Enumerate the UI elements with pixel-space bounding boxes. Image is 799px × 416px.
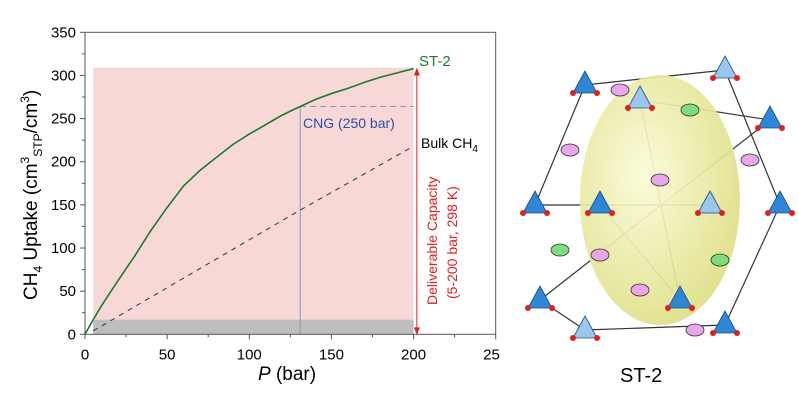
oxygen-atom (594, 90, 600, 96)
oxygen-atom (710, 330, 716, 336)
metal-cluster-icon (697, 190, 723, 214)
metal-cluster-icon (527, 285, 553, 309)
aromatic-ring-icon (650, 173, 670, 187)
uptake-chart: 0 50 100 150 200 250 0 50 100 150 200 250 300 350 ST-… (18, 24, 500, 385)
series-st-2 (84, 67, 414, 335)
bulk-label: Bulk CH4 (421, 135, 478, 155)
y-tick-label: 50 (59, 283, 76, 300)
oxygen-atom (525, 305, 531, 311)
metal-cluster-icon (767, 190, 793, 214)
x-tick-label: 100 (237, 346, 262, 363)
y-tick-label: 200 (51, 154, 76, 171)
metal-cluster-icon (572, 315, 598, 339)
linker-bond (724, 204, 781, 326)
x-tick-label: 150 (319, 346, 344, 363)
oxygen-atom (609, 210, 615, 216)
oxygen-atom (719, 210, 725, 216)
aromatic-ring-icon (740, 153, 760, 167)
pore-cavity (580, 75, 740, 325)
deliverable-region (93, 67, 414, 335)
oxygen-atom (765, 210, 771, 216)
aromatic-ring-icon (680, 103, 700, 117)
y-tick-label: 300 (51, 67, 76, 84)
oxygen-atom (755, 125, 761, 131)
st2-label: ST-2 (419, 53, 451, 70)
oxygen-atom (520, 210, 526, 216)
metal-cluster-icon (572, 70, 598, 94)
metal-cluster-icon (587, 190, 613, 214)
y-tick-label: 250 (51, 111, 76, 128)
metal-cluster-icon (627, 85, 653, 109)
linker-bond (534, 84, 586, 206)
aromatic-ring-icon (590, 248, 610, 262)
y-axis-label: CH4 Uptake (cm3STP/cm3) (18, 90, 45, 300)
metal-cluster-icon (667, 285, 693, 309)
oxygen-atom (779, 125, 785, 131)
x-tick-label: 250 (483, 346, 500, 363)
oxygen-atom (570, 335, 576, 341)
y-tick-label: 350 (51, 24, 76, 41)
linker-bond (724, 69, 781, 206)
x-tick-label: 0 (81, 346, 89, 363)
cng-label: CNG (250 bar) (303, 115, 395, 131)
arrow-head-down (413, 327, 420, 336)
metal-cluster-icon (522, 190, 548, 214)
aromatic-ring-icon (710, 253, 730, 267)
oxygen-atom (544, 210, 550, 216)
metal-cluster-icon (712, 310, 738, 334)
x-tick-label: 50 (159, 346, 176, 363)
oxygen-atom (625, 105, 631, 111)
aromatic-ring-icon (610, 83, 630, 97)
oxygen-atom (734, 330, 740, 336)
low-region (93, 319, 414, 335)
y-tick-label: 100 (51, 240, 76, 257)
oxygen-atom (689, 305, 695, 311)
oxygen-atom (665, 305, 671, 311)
aromatic-ring-icon (560, 143, 580, 157)
oxygen-atom (649, 105, 655, 111)
arrow-head-up (413, 67, 420, 76)
aromatic-ring-icon (630, 283, 650, 297)
aromatic-ring-icon (550, 243, 570, 257)
oxygen-atom (570, 90, 576, 96)
oxygen-atom (789, 210, 795, 216)
metal-cluster-icon (712, 55, 738, 79)
aromatic-ring-icon (685, 323, 705, 337)
oxygen-atom (585, 210, 591, 216)
y-tick-label: 0 (68, 326, 76, 343)
x-tick-label: 200 (401, 346, 426, 363)
oxygen-atom (734, 75, 740, 81)
deliverable-label-2: (5-200 bar, 298 K) (444, 186, 460, 299)
oxygen-atom (549, 305, 555, 311)
oxygen-atom (594, 335, 600, 341)
structure-label: ST-2 (620, 365, 662, 387)
metal-cluster-icon (757, 105, 783, 129)
x-axis-label: P (bar) (258, 364, 316, 385)
oxygen-atom (710, 75, 716, 81)
y-tick-label: 150 (51, 197, 76, 214)
deliverable-label-1: Deliverable Capacity (424, 177, 440, 305)
st2-structure-image: ST-2 (520, 55, 795, 387)
oxygen-atom (695, 210, 701, 216)
